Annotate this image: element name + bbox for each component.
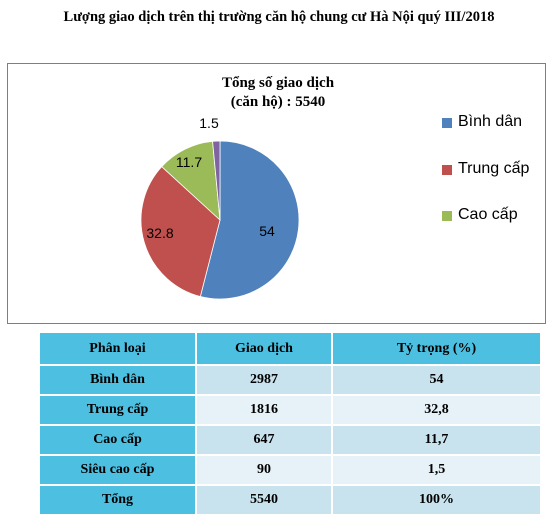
slice-label-cao-cap: 11.7 — [176, 154, 202, 170]
table-cell-category: Cao cấp — [38, 424, 197, 456]
table-cell-category: Siêu cao cấp — [38, 454, 197, 486]
table-row: Trung cấp 1816 32,8 — [38, 394, 542, 426]
header-category: Phân loại — [38, 331, 197, 366]
table-cell-share: 54 — [331, 364, 542, 396]
chart-legend: Bình dân Trung cấp Cao cấp — [442, 111, 547, 251]
data-table: Phân loại Giao dịch Tỷ trọng (%) Bình dâ… — [38, 331, 542, 515]
table-cell-transactions: 1816 — [195, 394, 333, 426]
table-cell-category: Bình dân — [38, 364, 197, 396]
table-cell-category: Trung cấp — [38, 394, 197, 426]
header-transactions: Giao dịch — [195, 331, 333, 366]
chart-title: Tổng số giao dịch (căn hộ) : 5540 — [168, 74, 388, 112]
table-cell-transactions: 90 — [195, 454, 333, 486]
table-header-row: Phân loại Giao dịch Tỷ trọng (%) — [38, 331, 542, 366]
legend-item-cao-cap: Cao cấp — [442, 204, 547, 251]
pie-slice-labels: 54 32.8 11.7 1.5 — [146, 115, 275, 241]
legend-label-binh-dan: Bình dân — [458, 113, 523, 130]
page-title: Lượng giao dịch trên thị trường căn hộ c… — [63, 9, 495, 25]
legend-swatch-cao-cap — [442, 211, 452, 221]
table-cell-share: 11,7 — [331, 424, 542, 456]
chart-title-line-2: (căn hộ) : 5540 — [230, 94, 326, 110]
table-row: Tổng 5540 100% — [38, 484, 542, 515]
table-cell-share: 32,8 — [331, 394, 542, 426]
table-cell-transactions: 647 — [195, 424, 333, 456]
pie-slice-binh-dan — [199, 140, 300, 300]
slice-label-sieu-cao-cap: 1.5 — [199, 115, 219, 131]
pie-slice-trung-cap — [140, 166, 221, 298]
legend-swatch-trung-cap — [442, 164, 452, 175]
table-cell-share: 1,5 — [331, 454, 542, 486]
chart-title-line-1: Tổng số giao dịch — [221, 75, 335, 91]
header-share: Tỷ trọng (%) — [331, 331, 542, 366]
table-row: Bình dân 2987 54 — [38, 364, 542, 396]
table-cell-transactions: 5540 — [195, 484, 333, 515]
table-row: Siêu cao cấp 90 1,5 — [38, 454, 542, 486]
legend-label-trung-cap: Trung cấp — [458, 159, 530, 177]
pie-slices — [140, 140, 300, 300]
slice-label-binh-dan: 54 — [259, 223, 275, 239]
pie-chart: 54 32.8 11.7 1.5 — [140, 115, 300, 300]
table-row: Cao cấp 647 11,7 — [38, 424, 542, 456]
table-cell-transactions: 2987 — [195, 364, 333, 396]
pie-slice-sieu-cao-cap — [212, 140, 221, 221]
chart-area: 54 32.8 11.7 1.5 Tổng số giao dịch (căn hộ)… — [7, 63, 546, 324]
legend-item-binh-dan: Bình dân — [442, 111, 547, 158]
table-cell-share: 100% — [331, 484, 542, 515]
slice-label-trung-cap: 32.8 — [146, 225, 173, 241]
legend-swatch-binh-dan — [442, 118, 452, 128]
legend-label-cao-cap: Cao cấp — [458, 206, 518, 223]
table-cell-category: Tổng — [38, 484, 197, 515]
legend-item-trung-cap: Trung cấp — [442, 158, 547, 205]
